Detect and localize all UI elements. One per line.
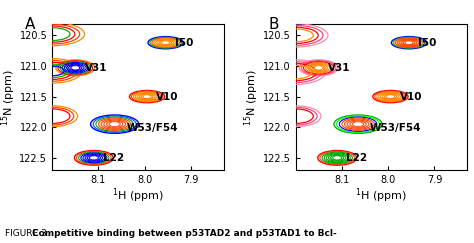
X-axis label: $^{1}$H (ppm): $^{1}$H (ppm) — [355, 186, 407, 205]
Ellipse shape — [110, 122, 119, 126]
Ellipse shape — [387, 95, 393, 98]
Ellipse shape — [72, 66, 79, 69]
Text: V10: V10 — [400, 92, 422, 102]
Ellipse shape — [354, 122, 363, 126]
Text: I50: I50 — [175, 38, 193, 48]
Ellipse shape — [406, 42, 412, 44]
Y-axis label: $^{15}$N (ppm): $^{15}$N (ppm) — [0, 69, 18, 126]
Text: W53/F54: W53/F54 — [370, 123, 421, 133]
Text: W53/F54: W53/F54 — [126, 123, 178, 133]
Ellipse shape — [334, 156, 341, 159]
Ellipse shape — [315, 66, 322, 69]
Y-axis label: $^{15}$N (ppm): $^{15}$N (ppm) — [243, 69, 261, 126]
Text: L22: L22 — [103, 153, 124, 163]
Ellipse shape — [91, 156, 97, 159]
Text: V31: V31 — [328, 63, 350, 73]
Text: V31: V31 — [84, 63, 107, 73]
Ellipse shape — [163, 42, 169, 44]
Text: I50: I50 — [418, 38, 437, 48]
Ellipse shape — [144, 95, 150, 98]
X-axis label: $^{1}$H (ppm): $^{1}$H (ppm) — [112, 186, 164, 205]
Text: Competitive binding between p53TAD2 and p53TAD1 to Bcl-: Competitive binding between p53TAD2 and … — [32, 229, 337, 238]
Text: L22: L22 — [346, 153, 367, 163]
Text: B: B — [268, 17, 279, 32]
Text: FIGURE 3.: FIGURE 3. — [5, 229, 52, 238]
Text: A: A — [25, 17, 35, 32]
Text: V10: V10 — [156, 92, 179, 102]
